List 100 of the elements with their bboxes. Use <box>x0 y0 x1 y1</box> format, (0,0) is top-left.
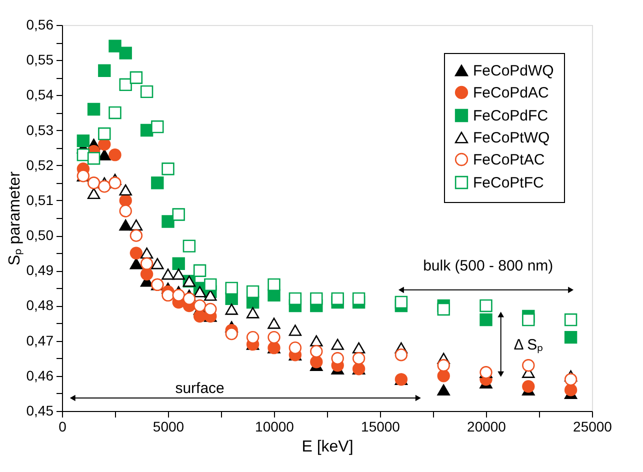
point <box>182 292 196 306</box>
y-tick-label: 0,50 <box>26 227 54 244</box>
legend-label: FeCoPtAC <box>473 152 545 168</box>
y-tick-label: 0,45 <box>26 402 54 418</box>
point <box>310 335 323 346</box>
point <box>246 330 260 344</box>
annotation: bulk (500 - 800 nm) <box>423 257 554 274</box>
point <box>352 292 366 306</box>
point <box>172 257 185 270</box>
legend-label: FeCoPdWQ <box>473 62 554 80</box>
point <box>98 180 111 193</box>
x-tick-label: 15000 <box>361 418 400 434</box>
y-tick-label: 0,51 <box>26 192 54 208</box>
y-axis-title: Sₚ parameter <box>6 170 24 266</box>
point <box>480 299 492 312</box>
point <box>268 318 280 329</box>
point <box>108 176 122 190</box>
x-tick-label: 10000 <box>255 418 294 434</box>
point <box>246 307 260 318</box>
x-axis-title: E [keV] <box>302 438 354 456</box>
point <box>130 71 143 84</box>
point <box>331 338 344 350</box>
point <box>108 106 122 120</box>
y-tick-label: 0,55 <box>26 52 54 68</box>
point <box>151 258 164 270</box>
point <box>437 359 450 372</box>
point <box>140 248 154 259</box>
point <box>522 313 535 326</box>
point <box>172 268 185 280</box>
point <box>119 219 132 231</box>
y-tick-label: 0,54 <box>26 86 54 103</box>
point <box>130 258 143 270</box>
point <box>87 188 100 200</box>
legend-label: FeCoPtFC <box>473 174 544 192</box>
point <box>119 184 132 196</box>
point <box>564 384 578 396</box>
point <box>331 292 344 306</box>
point <box>522 380 535 393</box>
point <box>288 341 302 354</box>
point <box>87 102 100 116</box>
point <box>182 240 196 252</box>
y-tick-label: 0,49 <box>26 262 54 278</box>
point <box>162 215 174 228</box>
point <box>193 299 206 312</box>
point <box>162 162 174 176</box>
annotation: Δ Sₚ <box>514 336 544 354</box>
point <box>394 348 408 362</box>
point <box>225 304 238 315</box>
point <box>119 46 132 60</box>
point <box>394 296 408 309</box>
point <box>140 268 154 280</box>
point <box>204 302 217 316</box>
point <box>151 120 164 134</box>
point <box>151 176 164 190</box>
point <box>204 278 217 292</box>
point <box>480 313 492 326</box>
point <box>130 219 143 231</box>
point <box>246 285 260 298</box>
point <box>288 292 302 306</box>
point <box>193 264 206 277</box>
point <box>98 127 111 140</box>
point <box>204 290 217 301</box>
point <box>310 356 323 368</box>
legend-label: FeCoPtWQ <box>473 130 550 146</box>
point <box>352 342 366 354</box>
y-tick-label: 0,52 <box>26 156 54 173</box>
point <box>193 286 206 298</box>
point <box>564 313 578 326</box>
point <box>564 330 578 344</box>
x-tick-label: 5000 <box>152 418 184 434</box>
point <box>437 384 450 396</box>
point <box>162 288 174 302</box>
point <box>310 292 323 306</box>
point <box>564 373 578 386</box>
point <box>140 85 154 98</box>
point <box>108 148 122 162</box>
point <box>130 229 143 242</box>
point <box>98 64 111 77</box>
point <box>172 288 185 302</box>
point <box>162 268 174 280</box>
y-tick-label: 0,53 <box>26 122 54 138</box>
x-tick-label: 20000 <box>467 418 506 434</box>
legend-label: FeCoPdFC <box>473 108 548 124</box>
point <box>288 324 302 336</box>
y-tick-label: 0,47 <box>26 332 54 348</box>
point <box>331 352 344 365</box>
point <box>108 40 122 52</box>
point <box>130 246 143 260</box>
annotation: surface <box>175 380 224 398</box>
legend-label: FeCoPdAC <box>473 84 550 102</box>
point <box>225 282 238 295</box>
x-tick-label: 25000 <box>573 418 612 434</box>
y-tick-label: 0,46 <box>26 367 54 384</box>
point <box>437 370 450 382</box>
y-tick-label: 0,48 <box>26 297 54 314</box>
point <box>522 359 535 372</box>
y-tick-label: 0,56 <box>26 16 54 32</box>
point <box>87 152 100 165</box>
x-tick-label: 0 <box>58 418 67 434</box>
point <box>225 327 238 340</box>
